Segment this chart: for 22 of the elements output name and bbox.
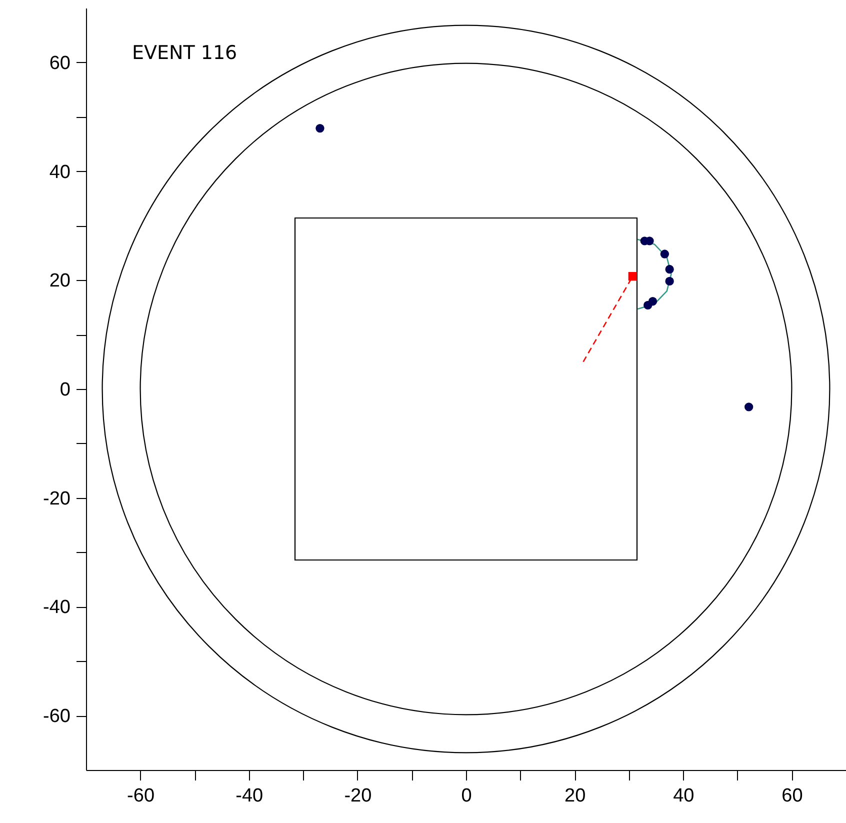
x-tick-label: 20 (564, 786, 586, 806)
y-tick-label: 40 (49, 162, 70, 183)
x-tick-label: -60 (127, 786, 155, 806)
x-tick-label: 0 (461, 786, 472, 806)
y-tick-label: 0 (60, 380, 70, 400)
y-tick-label: -40 (43, 597, 70, 618)
x-tick-label: -20 (344, 786, 372, 806)
point (665, 264, 674, 274)
point (628, 272, 637, 281)
annotation: EVENT 116 (132, 42, 238, 64)
x-tick-label: 60 (782, 786, 803, 806)
y-tick-label: -20 (43, 488, 70, 510)
point (316, 124, 324, 133)
point (744, 402, 754, 412)
y-tick-label: 20 (49, 270, 70, 292)
x-tick-label: -40 (236, 786, 264, 806)
point (660, 250, 670, 258)
x-tick-label: 40 (673, 786, 694, 806)
y-tick-label: 60 (49, 52, 70, 74)
point (665, 276, 674, 286)
y-tick-label: -60 (43, 706, 70, 728)
point (644, 300, 652, 310)
